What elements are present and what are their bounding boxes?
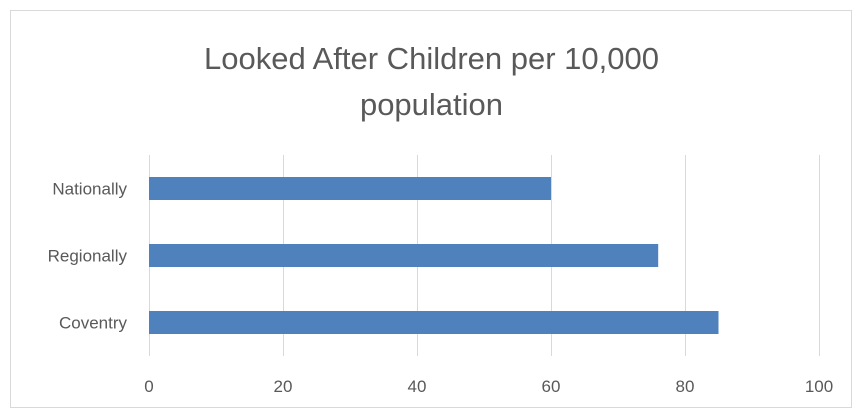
category-label-regionally: Regionally: [48, 247, 128, 266]
bar-regionally: [149, 244, 659, 267]
x-tick-label-0: 0: [144, 377, 153, 396]
x-tick-label-40: 40: [408, 377, 427, 396]
x-tick-label-20: 20: [274, 377, 293, 396]
bar-nationally: [149, 177, 551, 200]
chart-title-line-1: Looked After Children per 10,000: [204, 41, 659, 76]
x-tick-label-80: 80: [676, 377, 695, 396]
x-tick-label-60: 60: [542, 377, 561, 396]
category-label-nationally: Nationally: [52, 180, 127, 199]
chart-title: Looked After Children per 10,000 populat…: [0, 36, 863, 128]
chart-title-line-2: population: [359, 87, 504, 122]
category-label-coventry: Coventry: [59, 314, 128, 333]
chart-frame: [10, 10, 852, 408]
x-tick-label-100: 100: [805, 377, 833, 396]
bars: [149, 177, 719, 334]
bar-coventry: [149, 311, 719, 334]
x-tick-labels: 0 20 40 60 80 100: [144, 377, 833, 396]
category-labels: Nationally Regionally Coventry: [48, 180, 128, 333]
